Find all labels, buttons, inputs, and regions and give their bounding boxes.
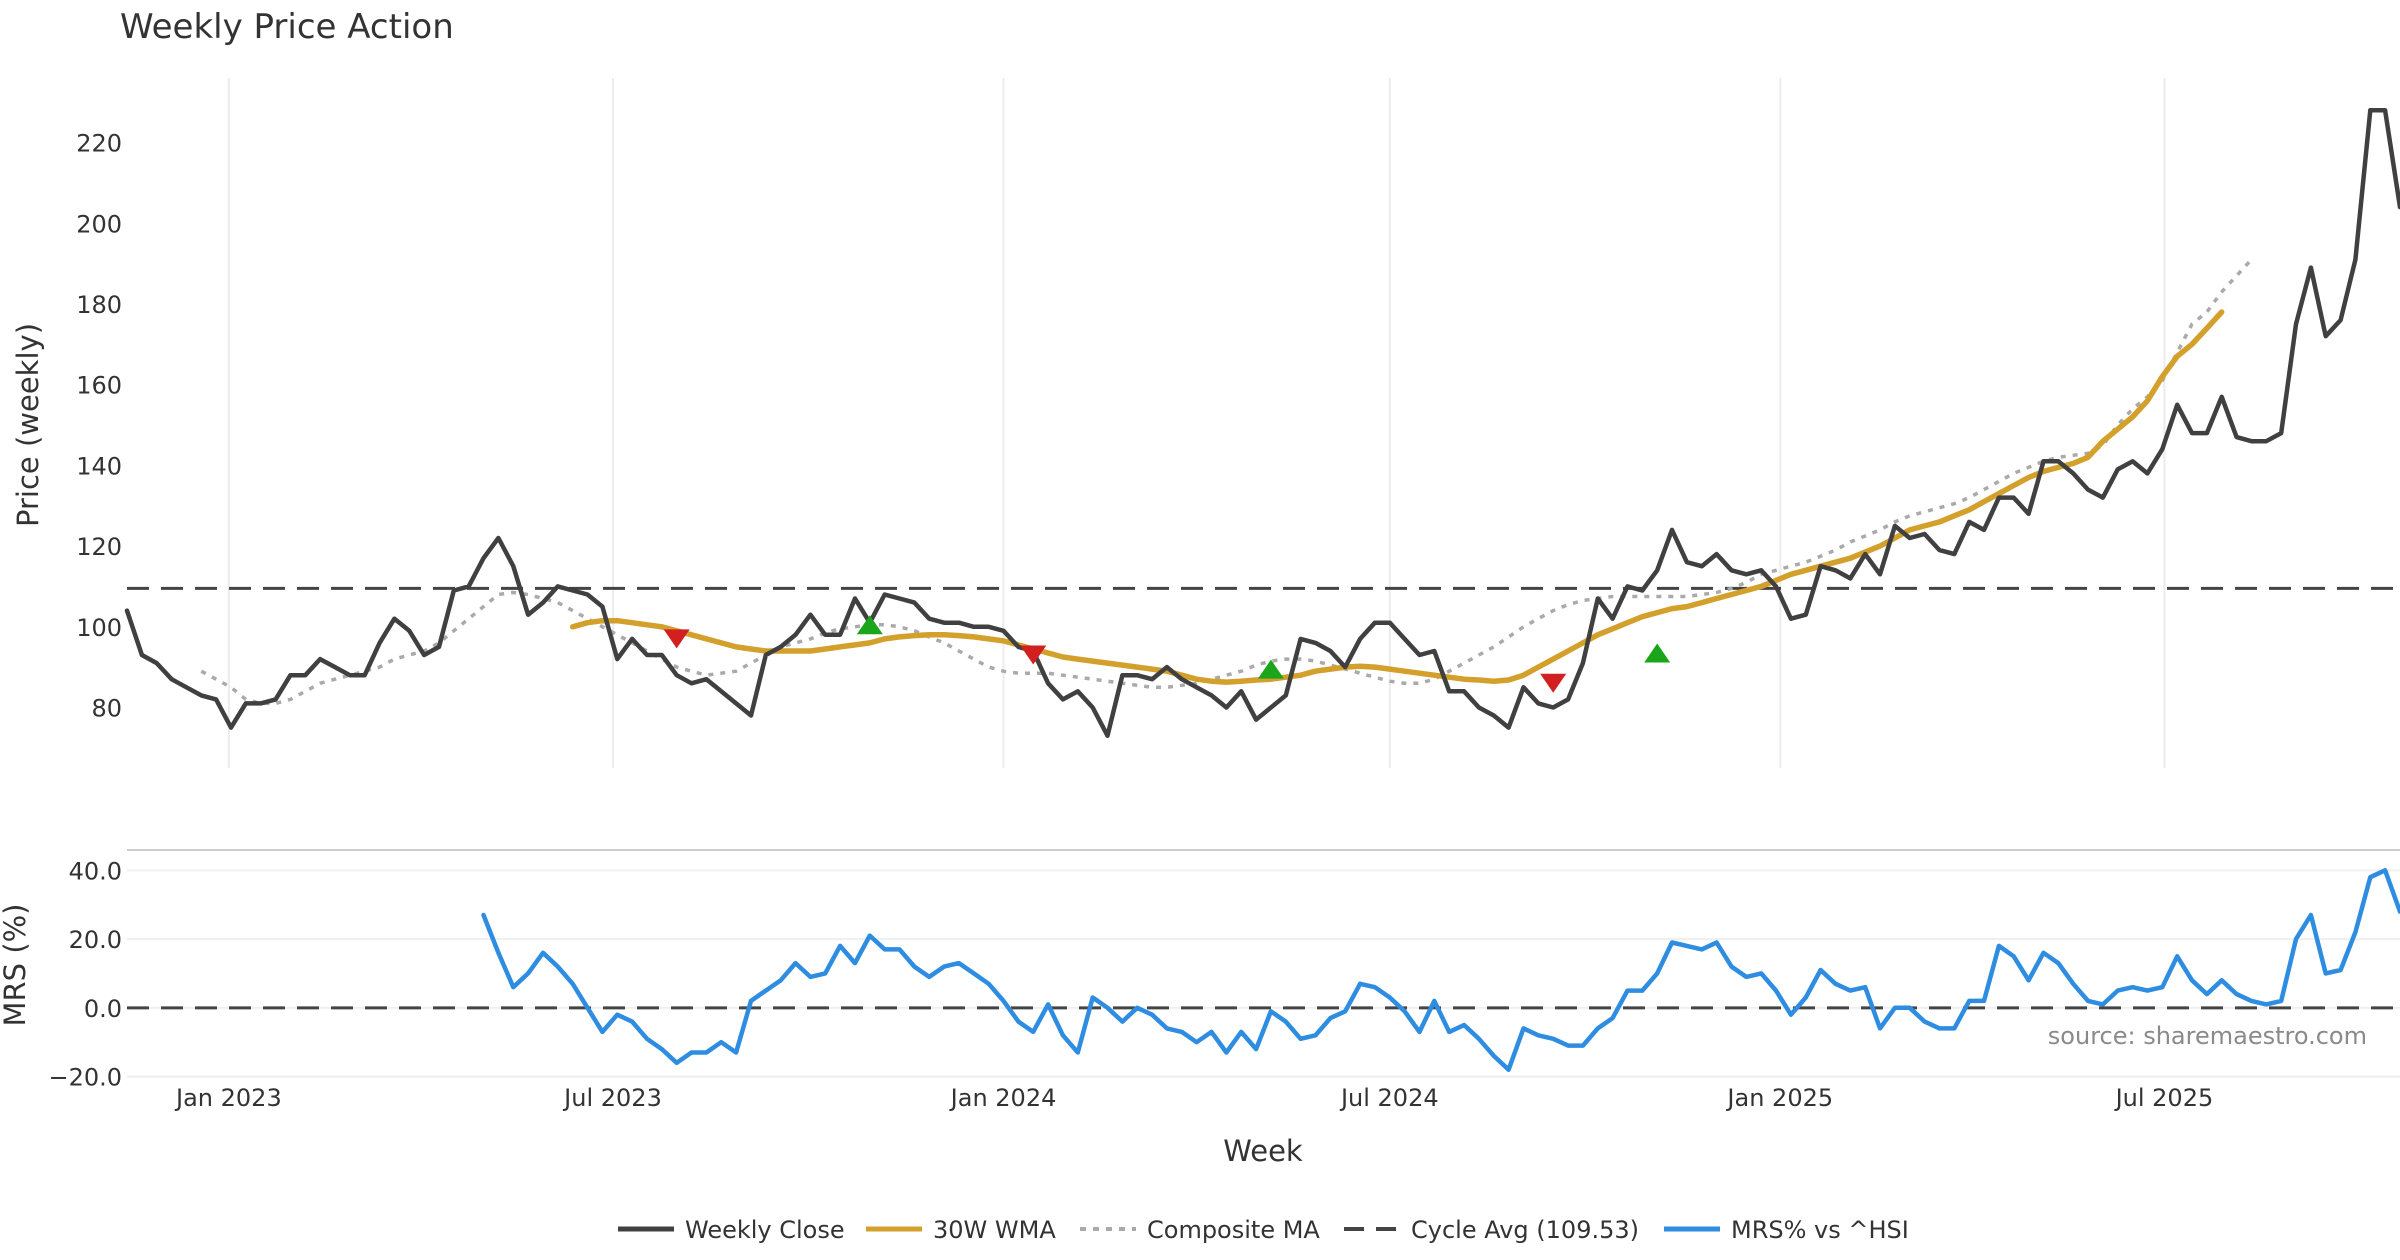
mrs-series: [127, 868, 2400, 1072]
mrs-panel: 40.0 20.0 0.0 −20.0: [48, 849, 2400, 1092]
mrs-y-tick-0: 40.0: [69, 857, 122, 885]
legend-item-cycle-avg-109-53: Cycle Avg (109.53): [1344, 1216, 1639, 1244]
mrs-y-tick-1: 20.0: [69, 926, 122, 954]
mrs-y-tick-2: 0.0: [84, 995, 122, 1023]
mrs-y-tick-3: −20.0: [48, 1064, 122, 1092]
x-tick-3: Jul 2024: [1339, 1084, 1439, 1112]
x-axis-ticks: Jan 2023 Jul 2023 Jan 2024 Jul 2024 Jan 2025…: [174, 1084, 2213, 1112]
legend-label: 30W WMA: [933, 1216, 1056, 1244]
legend-label: Cycle Avg (109.53): [1411, 1216, 1639, 1244]
x-tick-0: Jan 2023: [174, 1084, 282, 1112]
mrs-y-ticks: 40.0 20.0 0.0 −20.0: [48, 857, 122, 1091]
legend-item-30w-wma: 30W WMA: [866, 1216, 1056, 1244]
mrs-y-axis-label: MRS (%): [0, 904, 32, 1027]
chart-title: Weekly Price Action: [120, 7, 454, 47]
price-series: [124, 108, 2400, 738]
legend-item-weekly-close: Weekly Close: [618, 1216, 845, 1244]
price-y-tick-120: 120: [76, 533, 122, 561]
price-y-tick-160: 160: [76, 372, 122, 400]
x-axis-label: Week: [1223, 1134, 1303, 1168]
series-mrs-vs-hsi: [481, 868, 2400, 1072]
price-y-tick-100: 100: [76, 614, 122, 642]
price-panel: 80 100 120 140 160 180 200 220: [76, 78, 2400, 768]
buy-signal-marker: [1644, 643, 1671, 663]
x-tick-4: Jan 2025: [1725, 1084, 1833, 1112]
legend-label: Composite MA: [1147, 1216, 1320, 1244]
legend-item-composite-ma: Composite MA: [1080, 1216, 1320, 1244]
price-y-tick-220: 220: [76, 130, 122, 158]
series-weekly-close: [124, 108, 2400, 738]
x-tick-1: Jul 2023: [562, 1084, 662, 1112]
sell-signal-marker: [1020, 645, 1047, 665]
source-annotation: source: sharemaestro.com: [2048, 1022, 2367, 1050]
legend-item-mrs-vs-hsi: MRS% vs ^HSI: [1664, 1216, 1909, 1244]
price-y-tick-140: 140: [76, 452, 122, 480]
signal-markers: [663, 615, 1671, 693]
series-composite-ma: [200, 258, 2253, 706]
price-gridlines: [227, 78, 2166, 768]
x-tick-2: Jan 2024: [949, 1084, 1057, 1112]
price-y-tick-200: 200: [76, 210, 122, 238]
price-y-axis-label: Price (weekly): [11, 323, 45, 527]
legend: Weekly Close 30W WMA Composite MA Cycle Avg…: [618, 1216, 1909, 1244]
series-30w-wma: [569, 309, 2225, 685]
buy-signal-marker: [856, 615, 883, 635]
sell-signal-marker: [1540, 673, 1567, 693]
legend-label: MRS% vs ^HSI: [1731, 1216, 1909, 1244]
price-y-ticks: 80 100 120 140 160 180 200 220: [76, 130, 122, 723]
price-y-tick-180: 180: [76, 291, 122, 319]
legend-label: Weekly Close: [685, 1216, 845, 1244]
buy-signal-marker: [1257, 659, 1284, 679]
price-y-tick-80: 80: [91, 694, 122, 722]
sell-signal-marker: [663, 629, 690, 649]
x-tick-5: Jul 2025: [2114, 1084, 2214, 1112]
